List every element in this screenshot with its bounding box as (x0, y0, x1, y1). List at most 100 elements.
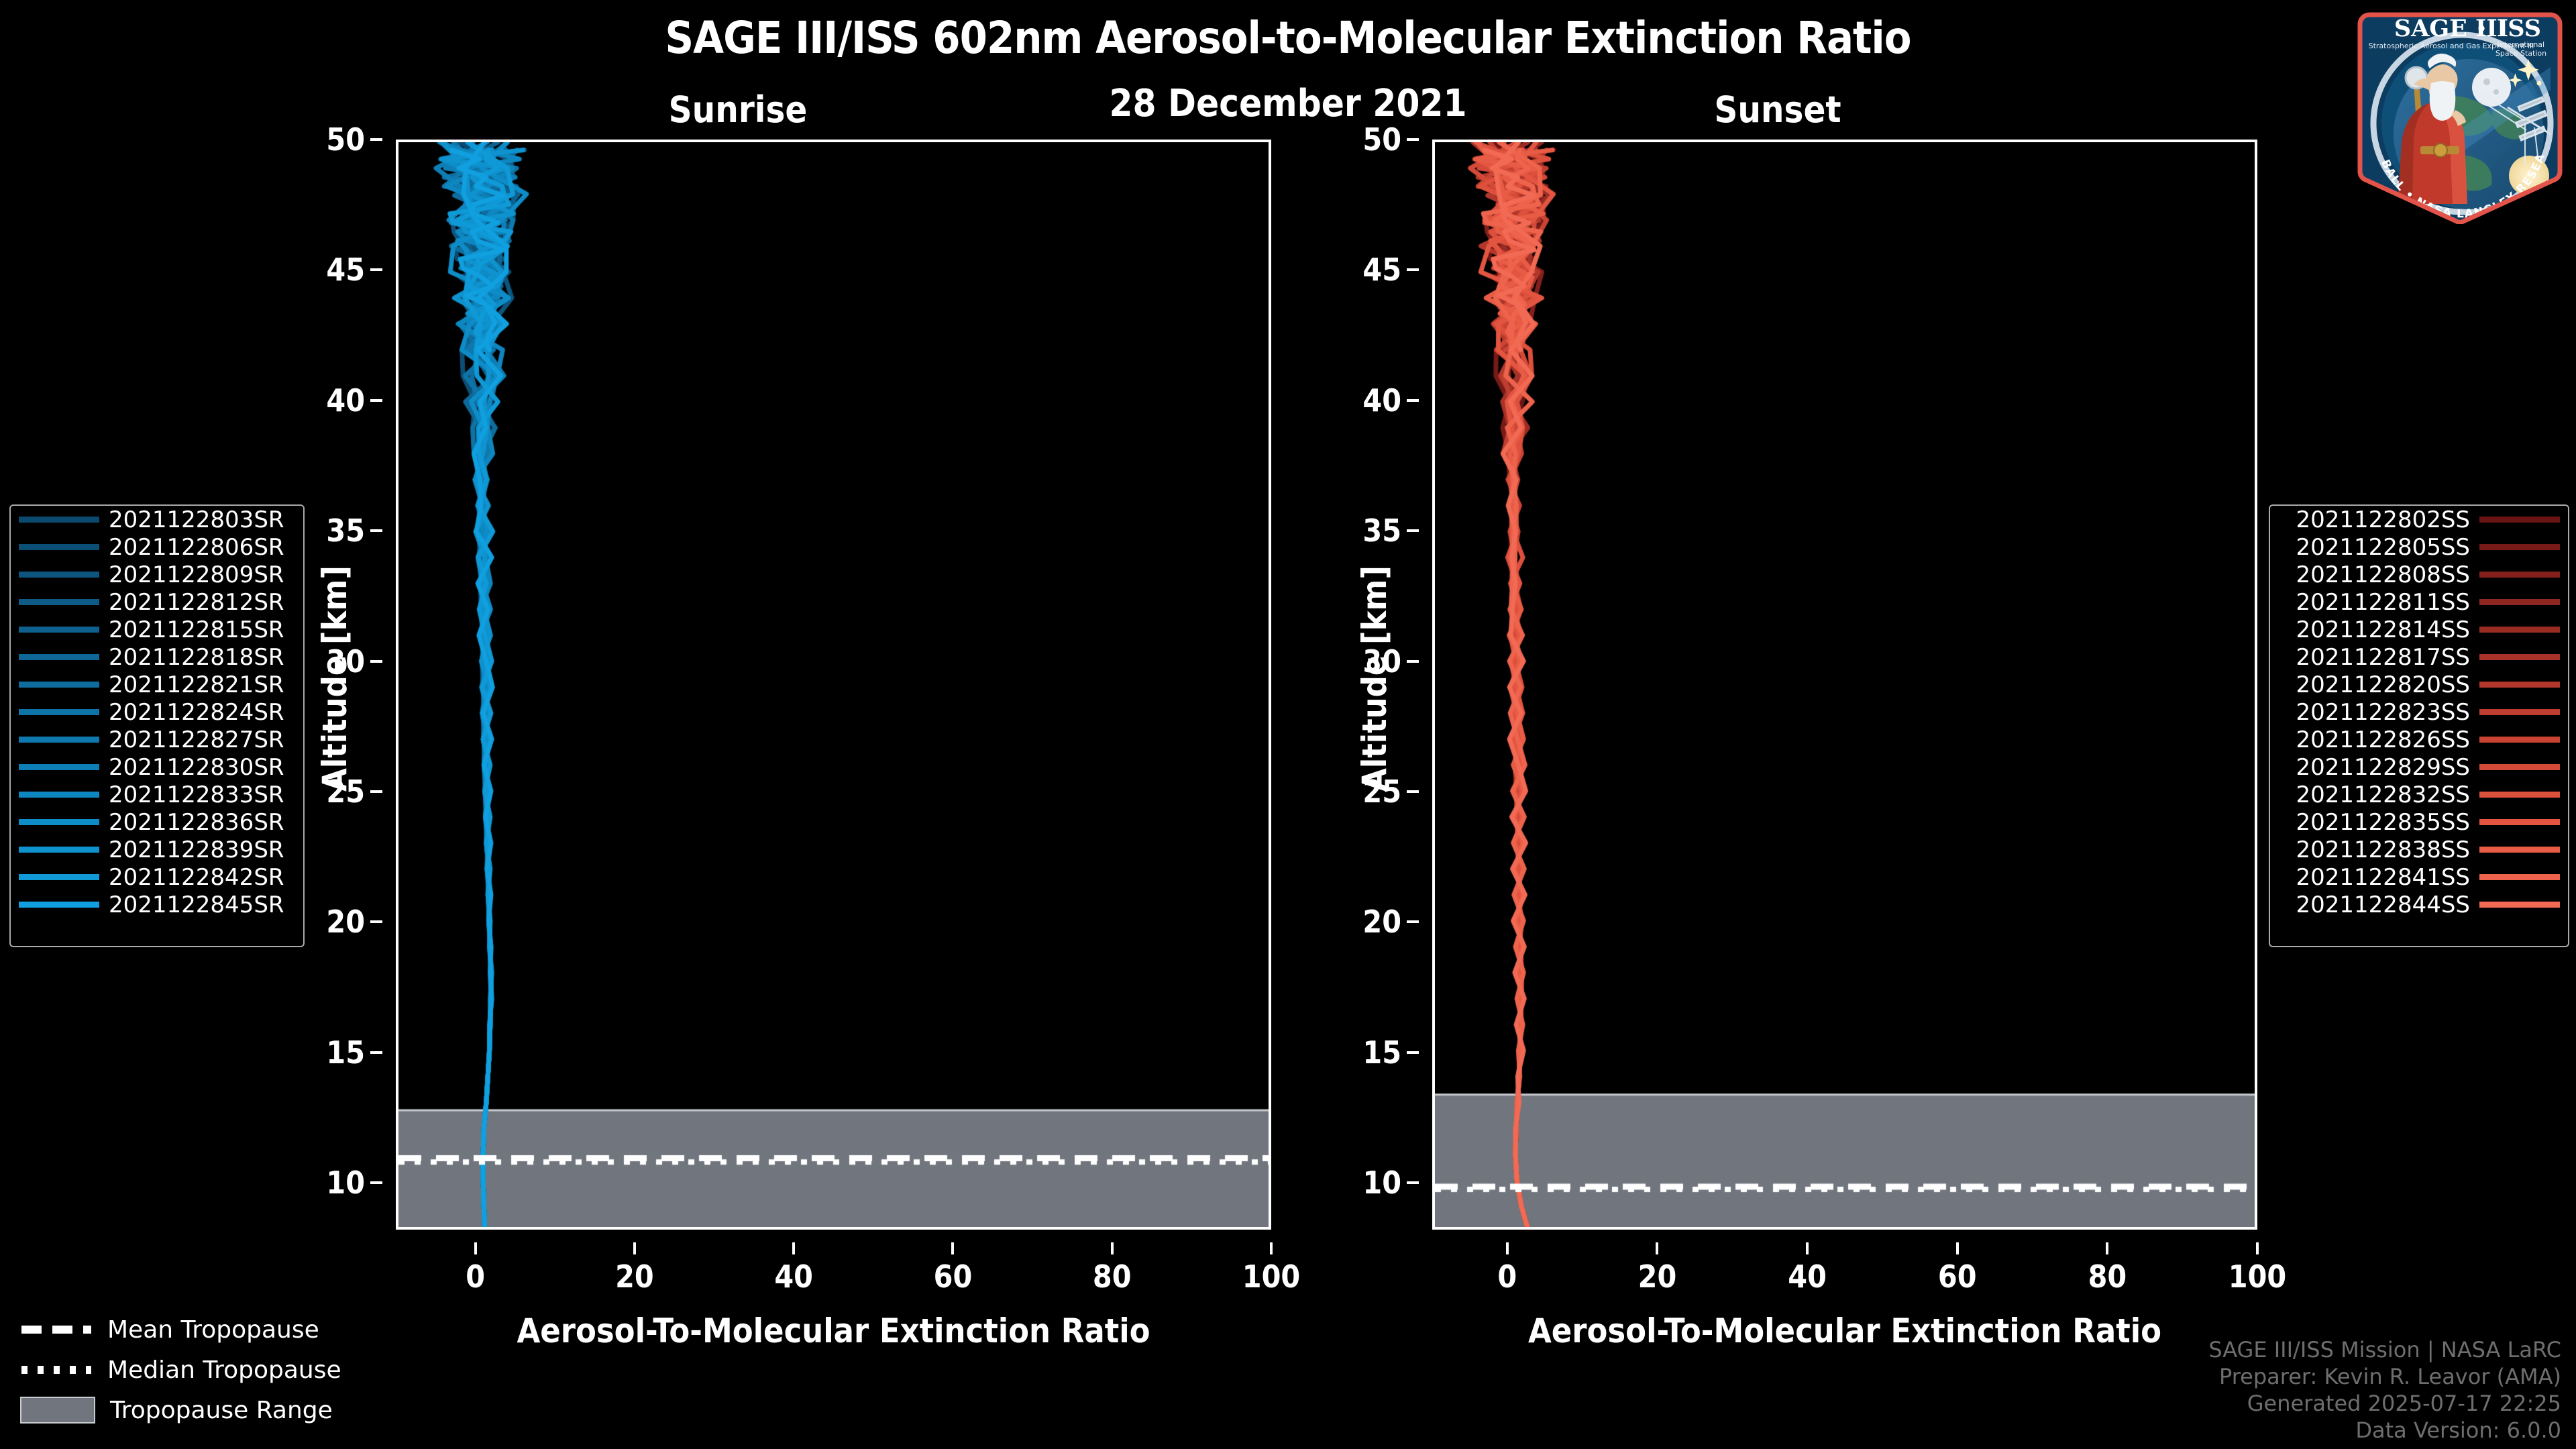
x-axis-label-left: Aerosol-To-Molecular Extinction Ratio (517, 1311, 1150, 1350)
legend-item[interactable]: 2021122827SR (11, 726, 303, 753)
y-axis-ticks-right: 10 15 20 25 30 35 40 45 50 (1332, 121, 1419, 1230)
legend-item[interactable]: 2021122830SR (11, 753, 303, 781)
tropopause-legend-label: Mean Tropopause (107, 1316, 319, 1344)
sunset-profile-canvas (1435, 142, 2255, 1227)
legend-item[interactable]: 2021122842SR (11, 863, 303, 891)
legend-color-swatch (19, 599, 99, 605)
y-tick-mark (370, 529, 382, 533)
legend-item[interactable]: 2021122841SS (2270, 863, 2568, 891)
legend-item-label: 2021122826SS (2296, 726, 2470, 753)
legend-color-swatch (19, 847, 99, 853)
y-tick-mark (1407, 138, 1419, 141)
legend-item[interactable]: 2021122838SS (2270, 836, 2568, 863)
legend-item[interactable]: 2021122820SS (2270, 671, 2568, 698)
legend-sunrise-events[interactable]: 2021122803SR 2021122806SR 2021122809SR 2021… (9, 504, 305, 947)
mean-tropopause-line-swatch (20, 1321, 93, 1338)
legend-color-swatch (19, 902, 99, 908)
legend-item[interactable]: 2021122812SR (11, 588, 303, 616)
x-tick-mark (1110, 1242, 1114, 1254)
y-tick-mark (370, 790, 382, 793)
y-tick-mark (370, 920, 382, 924)
x-tick-mark (1270, 1242, 1273, 1254)
legend-color-swatch (2479, 819, 2560, 825)
tropopause-legend-item: Median Tropopause (20, 1350, 341, 1390)
legend-item-label: 2021122806SR (109, 533, 284, 561)
credits-block: SAGE III/ISS Mission | NASA LaRC Preparer… (2208, 1336, 2561, 1444)
legend-item[interactable]: 2021122835SS (2270, 808, 2568, 836)
legend-color-swatch (2479, 902, 2560, 908)
median-tropopause-line-swatch (20, 1361, 93, 1379)
legend-item[interactable]: 2021122844SS (2270, 891, 2568, 918)
x-tick-label: 60 (1937, 1258, 1977, 1295)
legend-item[interactable]: 2021122811SS (2270, 588, 2568, 616)
y-tick-mark (370, 1181, 382, 1185)
legend-color-swatch (19, 874, 99, 880)
legend-item-label: 2021122809SR (109, 561, 284, 588)
y-tick-label: 40 (326, 382, 365, 419)
legend-item[interactable]: 2021122845SR (11, 891, 303, 918)
legend-item[interactable]: 2021122832SS (2270, 781, 2568, 808)
legend-item-label: 2021122820SS (2296, 671, 2470, 698)
legend-color-swatch (2479, 682, 2560, 688)
legend-item[interactable]: 2021122821SR (11, 671, 303, 698)
x-tick-label: 0 (1497, 1258, 1517, 1295)
legend-color-swatch (19, 737, 99, 743)
legend-item-label: 2021122839SR (109, 836, 284, 863)
legend-color-swatch (2479, 847, 2560, 853)
legend-color-swatch (2479, 764, 2560, 770)
legend-item[interactable]: 2021122809SR (11, 561, 303, 588)
y-tick-label: 25 (326, 773, 365, 810)
logo-dot: • (2476, 19, 2487, 40)
legend-item[interactable]: 2021122818SR (11, 643, 303, 671)
y-tick-mark (370, 268, 382, 272)
legend-item[interactable]: 2021122802SS (2270, 506, 2568, 533)
legend-item[interactable]: 2021122815SR (11, 616, 303, 643)
credits-line: SAGE III/ISS Mission | NASA LaRC (2208, 1337, 2561, 1362)
legend-item[interactable]: 2021122806SR (11, 533, 303, 561)
legend-item[interactable]: 2021122817SS (2270, 643, 2568, 671)
legend-item[interactable]: 2021122839SR (11, 836, 303, 863)
sunrise-profile-canvas (398, 142, 1269, 1227)
legend-item[interactable]: 2021122833SR (11, 781, 303, 808)
legend-item[interactable]: 2021122829SS (2270, 753, 2568, 781)
y-tick-mark (1407, 920, 1419, 924)
legend-item[interactable]: 2021122836SR (11, 808, 303, 836)
legend-item[interactable]: 2021122803SR (11, 506, 303, 533)
legend-item[interactable]: 2021122805SS (2270, 533, 2568, 561)
credits-line: Data Version: 6.0.0 (2355, 1417, 2561, 1443)
legend-item-label: 2021122836SR (109, 808, 284, 836)
legend-item-label: 2021122812SR (109, 588, 284, 616)
legend-color-swatch (19, 709, 99, 715)
legend-item[interactable]: 2021122824SR (11, 698, 303, 726)
legend-item-label: 2021122827SR (109, 726, 284, 753)
logo-subtitle-left: Stratospheric Aerosol and Gas Experiment… (2369, 42, 2534, 50)
legend-color-swatch (2479, 792, 2560, 798)
legend-item-label: 2021122815SR (109, 616, 284, 643)
legend-item[interactable]: 2021122823SS (2270, 698, 2568, 726)
y-tick-label: 50 (326, 121, 365, 158)
legend-color-swatch (19, 792, 99, 798)
legend-item[interactable]: 2021122808SS (2270, 561, 2568, 588)
y-tick-label: 30 (1362, 643, 1401, 680)
legend-color-swatch (2479, 572, 2560, 578)
y-tick-mark (370, 398, 382, 402)
y-tick-label: 25 (1362, 773, 1401, 810)
plot-area-sunrise (396, 140, 1271, 1230)
legend-item-label: 2021122811SS (2296, 588, 2470, 616)
legend-item-label: 2021122803SR (109, 506, 284, 533)
y-tick-label: 15 (326, 1034, 365, 1071)
legend-sunset-events[interactable]: 2021122802SS 2021122805SS 2021122808SS 2021… (2269, 504, 2569, 947)
legend-item[interactable]: 2021122826SS (2270, 726, 2568, 753)
x-tick-mark (474, 1242, 477, 1254)
y-tick-label: 35 (1362, 513, 1401, 549)
legend-item-label: 2021122829SS (2296, 753, 2470, 781)
x-tick-mark (951, 1242, 955, 1254)
sage-iii-iss-mission-patch-logo: BALL • NASA LANGLEY RESEARCH CENTER • TA… (2349, 3, 2571, 225)
legend-color-swatch (19, 682, 99, 688)
legend-color-swatch (2479, 517, 2560, 523)
y-tick-label: 40 (1362, 382, 1401, 419)
legend-item-label: 2021122817SS (2296, 643, 2470, 671)
legend-item-label: 2021122838SS (2296, 836, 2470, 863)
x-tick-label: 100 (1242, 1258, 1301, 1295)
legend-item[interactable]: 2021122814SS (2270, 616, 2568, 643)
